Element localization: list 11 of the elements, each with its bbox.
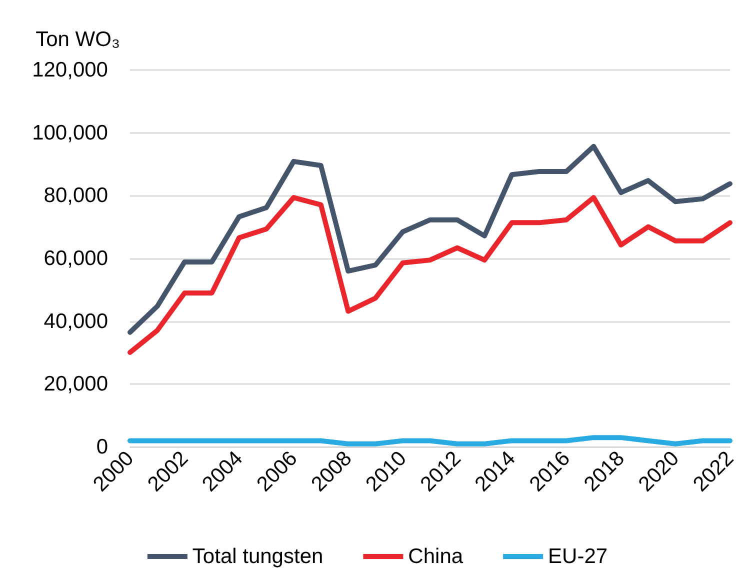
y-tick-label: 80,000	[44, 184, 108, 208]
y-tick-label: 100,000	[32, 121, 108, 144]
legend-label: China	[408, 545, 464, 568]
y-tick-label: 60,000	[44, 247, 108, 270]
legend-label: Total tungsten	[192, 545, 324, 568]
y-tick-label: 120,000	[32, 58, 108, 82]
y-axis-title: Ton WO₃	[36, 28, 120, 51]
y-tick-label: 20,000	[44, 372, 108, 396]
legend-label: EU-27	[548, 545, 608, 568]
y-tick-label: 40,000	[44, 310, 108, 333]
y-tick-label: 0	[96, 436, 108, 458]
